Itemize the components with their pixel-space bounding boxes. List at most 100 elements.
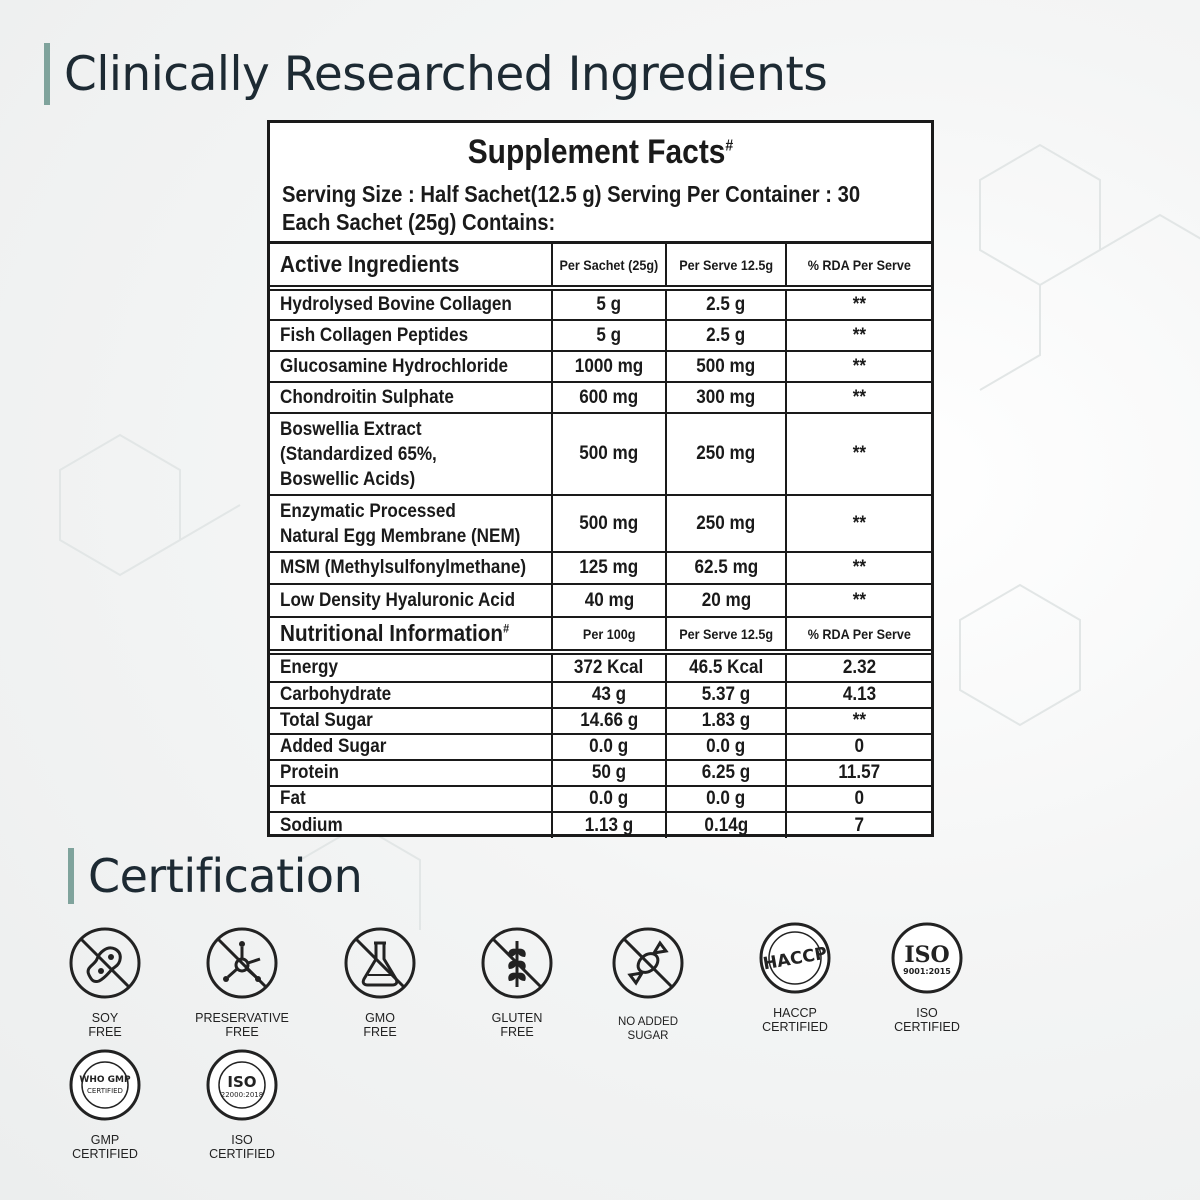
- rda-value: **: [852, 386, 866, 408]
- table-row: Carbohydrate 43 g 5.37 g 4.13: [270, 682, 931, 709]
- cert-label-line-2: CERTIFIED: [72, 1147, 138, 1161]
- boswellia-line-2: (Standardized 65%,: [280, 443, 437, 465]
- nutrient-name: Sodium: [280, 814, 343, 836]
- cert-label: ISO CERTIFIED: [172, 1133, 312, 1161]
- cert-label: GLUTEN FREE: [447, 1011, 587, 1039]
- ingredient-name: Hydrolysed Bovine Collagen: [280, 294, 512, 315]
- no-added-sugar-icon: [612, 927, 684, 999]
- supplement-facts-panel: Supplement Facts# Serving Size : Half Sa…: [267, 120, 934, 838]
- cert-gmo-free: GMO FREE: [310, 925, 450, 1039]
- nutrient-name: Fat: [280, 788, 306, 809]
- cert-label-line-1: GMP: [90, 1133, 120, 1147]
- nutrient-name: Protein: [280, 762, 339, 783]
- cert-iso-22000: ISO 22000:2018 ISO CERTIFIED: [172, 1047, 312, 1161]
- nutrient-name: Total Sugar: [280, 710, 373, 731]
- table-row: Chondroitin Sulphate 600 mg 300 mg **: [270, 381, 931, 414]
- ingredients-heading-text: Clinically Researched Ingredients: [64, 46, 828, 102]
- per-serve-value: 300 mg: [696, 386, 756, 408]
- cert-gmp: WHO GMP CERTIFIED GMP CERTIFIED: [35, 1047, 175, 1161]
- cert-label: SOY FREE: [35, 1011, 175, 1039]
- table-row: Low Density Hyaluronic Acid 40 mg 20 mg …: [270, 583, 931, 618]
- gmo-free-icon: [344, 927, 416, 999]
- per-serve-value: 0.0 g: [706, 788, 746, 809]
- per-serve-value: 6.25 g: [701, 762, 751, 783]
- cert-label: GMO FREE: [310, 1011, 450, 1039]
- per-sachet-value: 600 mg: [579, 386, 639, 408]
- who-gmp-icon: WHO GMP CERTIFIED: [69, 1049, 141, 1121]
- per-serve-value: 62.5 mg: [694, 557, 758, 578]
- per-serve-value: 500 mg: [696, 355, 756, 377]
- cert-label: HACCP CERTIFIED: [725, 1006, 865, 1034]
- rda-value: **: [852, 324, 866, 346]
- rda-value: 0: [854, 788, 864, 809]
- per-100g-value: 14.66 g: [580, 710, 638, 731]
- cert-haccp: HACCP HACCP CERTIFIED: [725, 920, 865, 1034]
- certification-heading: Certification: [68, 846, 363, 906]
- rda-value: **: [852, 512, 866, 534]
- cert-gluten-free: GLUTEN FREE: [447, 925, 587, 1039]
- per-100g-value: 50 g: [591, 762, 627, 783]
- ingredient-name: Chondroitin Sulphate: [280, 386, 454, 408]
- rda-value: 11.57: [838, 762, 880, 783]
- table-row: Added Sugar 0.0 g 0.0 g 0: [270, 734, 931, 761]
- table-row: Enzymatic Processed Natural Egg Membrane …: [270, 494, 931, 553]
- nutrition-header-mark: #: [503, 621, 510, 636]
- per-sachet-value: 5 g: [596, 324, 622, 346]
- per-sachet-value: 500 mg: [579, 443, 639, 464]
- per-serve-value: 5.37 g: [701, 684, 751, 705]
- haccp-icon: HACCP: [759, 922, 831, 994]
- cert-label: PRESERVATIVE FREE: [172, 1011, 312, 1039]
- cert-label-line-2: FREE: [363, 1025, 397, 1039]
- cert-label: GMP CERTIFIED: [35, 1133, 175, 1161]
- cert-label-line-2: FREE: [500, 1025, 534, 1039]
- table-row: Glucosamine Hydrochloride 1000 mg 500 mg…: [270, 350, 931, 383]
- facts-header: Supplement Facts# Serving Size : Half Sa…: [270, 123, 931, 244]
- boswellia-line-1: Boswellia Extract: [280, 418, 422, 440]
- iso22000-badge-number: 22000:2018: [221, 1091, 263, 1099]
- rda-value: **: [852, 589, 866, 611]
- nutrient-name: Energy: [280, 657, 338, 678]
- nutrient-name: Carbohydrate: [280, 684, 392, 705]
- per-sachet-value: 40 mg: [584, 589, 634, 611]
- ingredient-name: Glucosamine Hydrochloride: [280, 355, 509, 377]
- cert-label-line-1: HACCP: [773, 1006, 817, 1020]
- table-row: Sodium 1.13 g 0.14g 7: [270, 812, 931, 838]
- rda-value: 2.32: [842, 657, 876, 678]
- col-per-sachet: Per Sachet (25g): [559, 256, 659, 273]
- per-sachet-value: 500 mg: [579, 512, 639, 534]
- cert-label-line-2: CERTIFIED: [209, 1147, 275, 1161]
- cert-preservative-free: PRESERVATIVE FREE: [172, 925, 312, 1039]
- each-sachet-line: Each Sachet (25g) Contains:: [282, 209, 556, 235]
- certification-heading-text: Certification: [88, 849, 363, 903]
- cert-label-line-1: ISO: [916, 1006, 938, 1020]
- iso-badge-text: ISO: [904, 942, 949, 968]
- heading-accent-bar: [44, 43, 50, 105]
- soy-free-icon: [69, 927, 141, 999]
- ingredient-name: Low Density Hyaluronic Acid: [280, 589, 516, 611]
- col-per-serve: Per Serve 12.5g: [679, 625, 773, 642]
- facts-title-text: Supplement Facts: [467, 133, 726, 171]
- ingredient-name: MSM (Methylsulfonylmethane): [280, 557, 527, 578]
- per-serve-value: 20 mg: [701, 589, 751, 611]
- ingredient-name: Fish Collagen Peptides: [280, 324, 469, 346]
- rda-value: **: [852, 710, 866, 731]
- cert-label-line-2: CERTIFIED: [894, 1020, 960, 1034]
- iso-22000-icon: ISO 22000:2018: [206, 1049, 278, 1121]
- cert-label-line-2: SUGAR: [627, 1030, 669, 1042]
- iso-9001-icon: ISO 9001:2015: [891, 922, 963, 994]
- nutrition-header-text: Nutritional Information: [280, 620, 504, 646]
- nutrient-name: Added Sugar: [280, 736, 387, 757]
- nutrition-header-row: Nutritional Information# Per 100g Per Se…: [270, 616, 931, 651]
- col-rda: % RDA Per Serve: [807, 625, 911, 642]
- ingredient-name: Enzymatic Processed Natural Egg Membrane …: [280, 499, 520, 549]
- per-serve-value: 0.0 g: [706, 736, 746, 757]
- cert-label-line-1: ISO: [231, 1133, 253, 1147]
- table-row: Total Sugar 14.66 g 1.83 g **: [270, 708, 931, 735]
- rda-value: **: [852, 294, 866, 315]
- table-row: Energy 372 Kcal 46.5 Kcal 2.32: [270, 654, 931, 683]
- rda-value: **: [852, 355, 866, 377]
- cert-label-line-1: GLUTEN: [491, 1011, 543, 1025]
- gmp-badge-subtext: CERTIFIED: [87, 1087, 123, 1095]
- table-row: Fat 0.0 g 0.0 g 0: [270, 786, 931, 813]
